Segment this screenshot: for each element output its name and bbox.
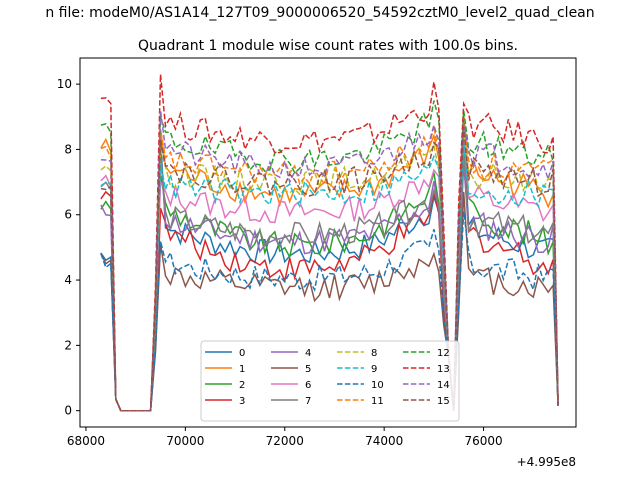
chart-suptitle: n file: modeM0/AS1A14_127T09_9000006520_… xyxy=(45,5,594,21)
y-tick-label: 2 xyxy=(64,338,72,352)
x-tick-label: 72000 xyxy=(266,434,304,448)
legend-entry-label: 0 xyxy=(239,348,245,359)
legend-frame xyxy=(200,340,460,422)
y-tick-label: 4 xyxy=(64,273,72,287)
legend-entry-label: 11 xyxy=(371,396,384,407)
y-tick-label: 8 xyxy=(64,142,72,156)
x-tick-label: 68000 xyxy=(67,434,105,448)
plot-frame xyxy=(79,57,577,428)
series-line-4 xyxy=(100,149,559,412)
series-line-13 xyxy=(100,74,559,412)
series-line-7 xyxy=(100,149,559,412)
legend-entry-label: 12 xyxy=(437,348,450,359)
series-line-10 xyxy=(100,211,559,412)
y-axis: 0 2 4 6 8 10 xyxy=(57,77,80,418)
legend-entry-label: 9 xyxy=(371,364,377,375)
series-line-9 xyxy=(100,142,559,412)
legend-entry-label: 4 xyxy=(305,348,311,359)
series-line-8 xyxy=(100,129,559,412)
series-line-12 xyxy=(100,100,559,412)
legend-entry-label: 5 xyxy=(305,364,311,375)
series-line-6 xyxy=(100,133,559,412)
legend-entry-label: 13 xyxy=(437,364,450,375)
series-line-3 xyxy=(100,142,559,412)
y-tick-label: 0 xyxy=(64,404,72,418)
series-line-15 xyxy=(100,126,559,412)
series-line-2 xyxy=(100,116,559,412)
y-tick-label: 10 xyxy=(57,77,72,91)
x-axis: 68000 70000 72000 74000 76000 xyxy=(67,427,503,448)
legend-entry-label: 2 xyxy=(239,380,245,391)
x-tick-label: 76000 xyxy=(464,434,502,448)
legend-entry-label: 6 xyxy=(305,380,311,391)
legend-entry-label: 14 xyxy=(437,380,450,391)
series-line-1 xyxy=(100,119,559,412)
x-axis-offset-label: +4.995e8 xyxy=(517,455,576,469)
legend-entry-label: 10 xyxy=(371,380,384,391)
series-line-5 xyxy=(100,191,559,412)
x-tick-label: 74000 xyxy=(365,434,403,448)
chart-title: Quadrant 1 module wise count rates with … xyxy=(138,38,518,54)
legend-entry-label: 7 xyxy=(305,396,311,407)
y-tick-label: 6 xyxy=(64,208,72,222)
plot-lines xyxy=(100,74,559,412)
series-line-11 xyxy=(100,113,559,412)
legend-entry-label: 1 xyxy=(239,364,245,375)
legend-entry-label: 15 xyxy=(437,396,450,407)
series-line-14 xyxy=(100,110,559,412)
x-tick-label: 70000 xyxy=(166,434,204,448)
legend-entry-label: 3 xyxy=(239,396,245,407)
legend-entry-label: 8 xyxy=(371,348,377,359)
